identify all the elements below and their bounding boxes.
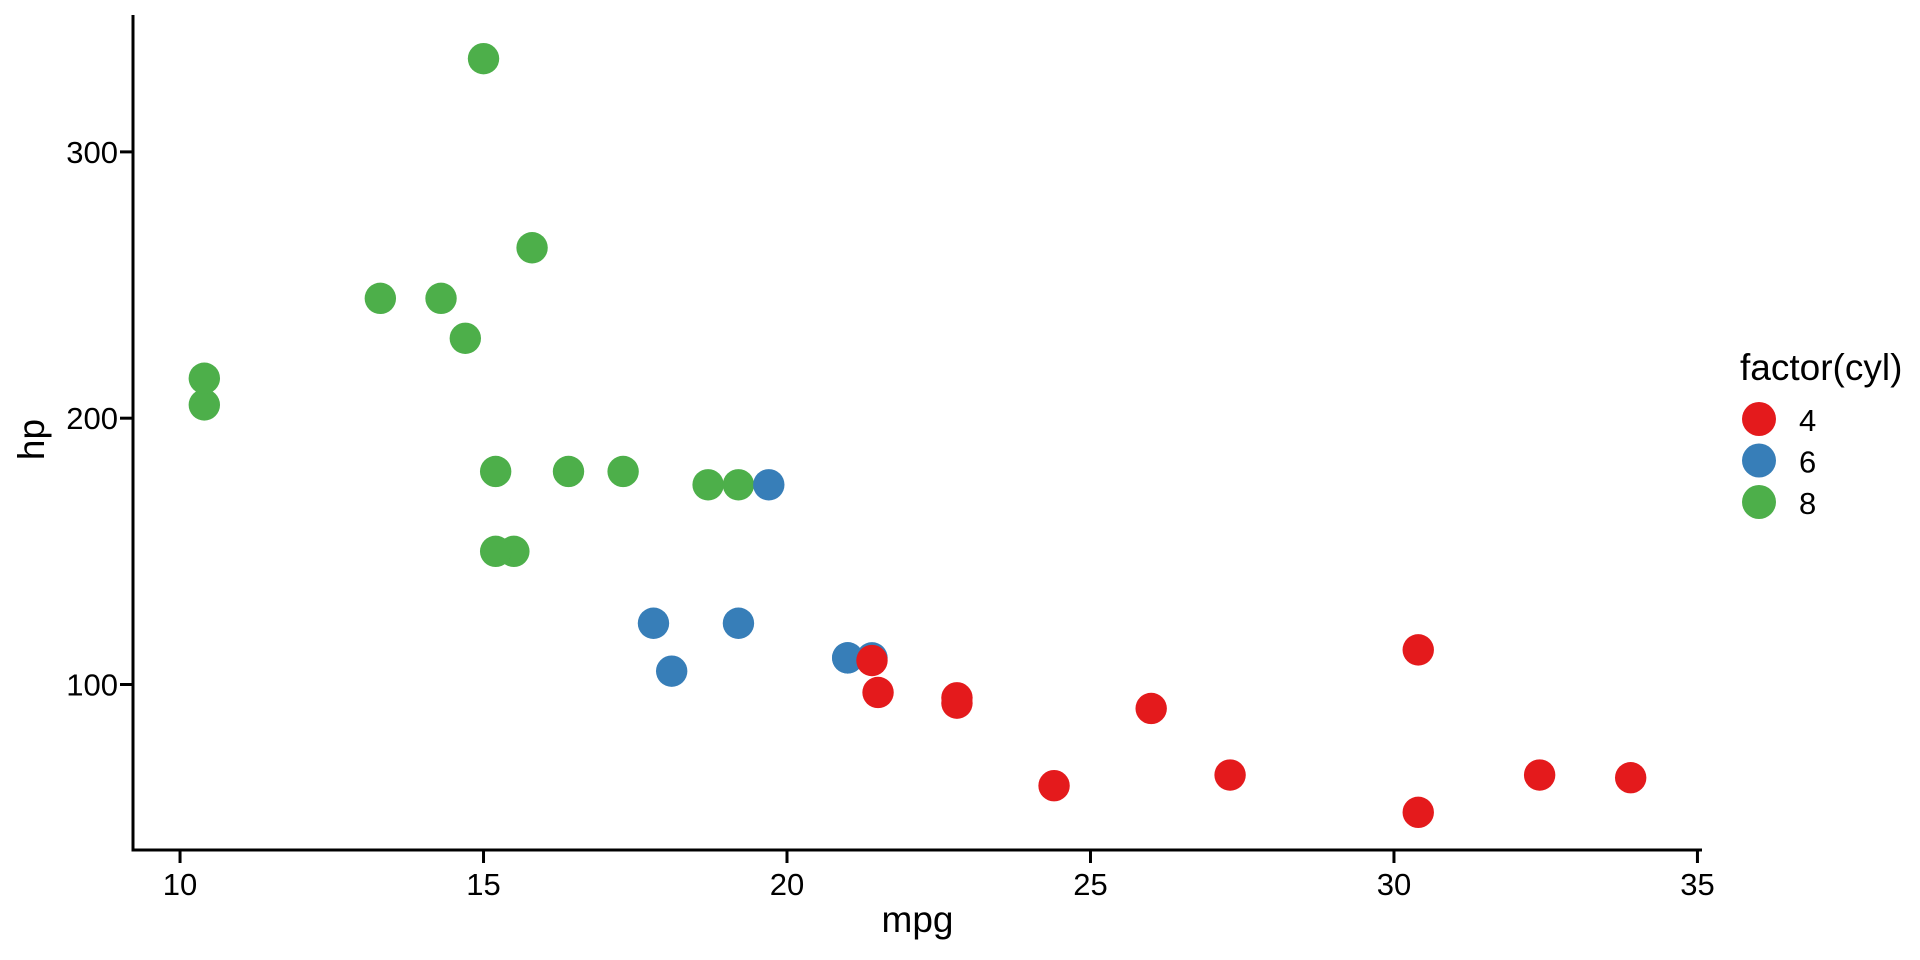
data-point-cyl-4 [1402, 634, 1434, 666]
data-point-cyl-4 [1523, 759, 1556, 791]
data-point-cyl-6 [753, 469, 785, 501]
data-point-cyl-4 [1135, 692, 1167, 725]
data-point-cyl-8 [552, 455, 585, 488]
data-point-cyl-8 [479, 535, 512, 568]
x-tick-label: 30 [1377, 867, 1411, 902]
data-point-cyl-4 [856, 644, 888, 677]
x-tick-label: 25 [1073, 867, 1107, 902]
y-axis-title: hp [11, 419, 52, 460]
data-point-cyl-8 [364, 282, 397, 315]
data-point-cyl-4 [1614, 761, 1647, 794]
axes-layer: 10 15 20 25 30 35 100 200 300 mpg hp [11, 15, 1715, 940]
legend-key-dot-8 [1742, 485, 1776, 519]
data-point-cyl-8 [188, 389, 221, 421]
data-point-cyl-8 [692, 469, 724, 501]
y-tick-label: 100 [66, 667, 118, 702]
data-point-cyl-8 [467, 42, 500, 75]
data-point-cyl-8 [479, 455, 512, 488]
legend-label-6: 6 [1799, 445, 1816, 480]
data-point-cyl-4 [1402, 796, 1434, 829]
data-point-cyl-6 [831, 642, 864, 674]
y-tick-label: 200 [66, 401, 118, 436]
x-axis-title: mpg [882, 899, 954, 940]
data-point-cyl-4 [862, 676, 894, 709]
x-tick-label: 20 [770, 867, 804, 902]
data-point-cyl-6 [637, 607, 670, 639]
data-point-cyl-4 [941, 682, 973, 714]
legend-layer: factor(cyl) 4 6 8 [1740, 347, 1902, 521]
data-point-cyl-6 [655, 655, 688, 687]
legend-label-8: 8 [1799, 486, 1816, 521]
legend-key-dot-6 [1742, 443, 1776, 478]
data-point-cyl-8 [607, 455, 639, 488]
data-point-cyl-6 [722, 607, 755, 639]
data-point-cyl-4 [1038, 769, 1070, 802]
data-point-cyl-8 [425, 282, 457, 315]
points-layer [188, 42, 1647, 829]
legend-title: factor(cyl) [1740, 347, 1902, 388]
data-point-cyl-8 [722, 469, 755, 501]
data-point-cyl-4 [1214, 759, 1246, 791]
legend-label-4: 4 [1799, 403, 1816, 438]
x-tick-label: 10 [163, 867, 197, 902]
x-tick-label: 35 [1680, 867, 1714, 902]
x-tick-label: 15 [466, 867, 500, 902]
data-point-cyl-8 [188, 362, 221, 394]
data-point-cyl-8 [516, 232, 548, 264]
legend-key-dot-4 [1742, 402, 1776, 436]
y-tick-label: 300 [66, 135, 118, 170]
data-point-cyl-8 [449, 322, 482, 354]
